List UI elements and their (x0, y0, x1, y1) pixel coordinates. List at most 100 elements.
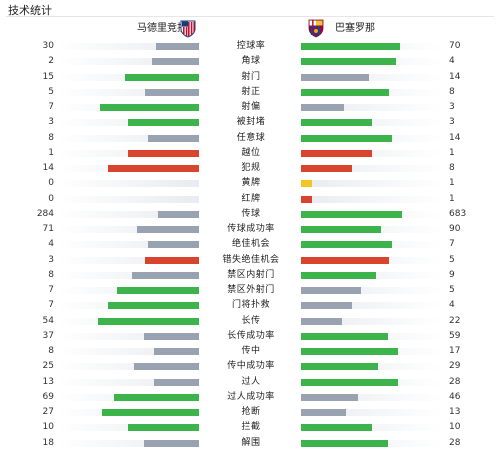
home-stat-bar-track (57, 58, 199, 66)
stat-row: 7 禁区外射门 5 (0, 283, 500, 298)
home-stat-value: 10 (42, 422, 54, 433)
home-stat-bar-track (57, 104, 199, 111)
away-stat-value: 17 (449, 346, 461, 356)
home-stat-bar-track (57, 302, 199, 310)
away-stat-bar-track (301, 409, 443, 416)
home-stat-bar (132, 271, 199, 279)
stat-row: 8 禁区内射门 9 (0, 268, 500, 283)
away-stat-value: 14 (449, 132, 461, 143)
away-stat-bar-track (301, 226, 443, 233)
away-stat-bar-track (301, 241, 443, 249)
away-stat-value: 5 (449, 285, 455, 295)
away-stat-value: 29 (449, 361, 461, 372)
home-stat-value: 14 (42, 163, 54, 173)
fc-barcelona-crest-icon (308, 19, 324, 38)
stat-row: 3 被封堵 3 (0, 115, 500, 130)
home-stat-value: 7 (48, 285, 54, 295)
away-stat-bar-track (301, 256, 443, 264)
home-stat-bar (102, 409, 199, 416)
home-stat-bar-track (57, 332, 199, 340)
away-stat-bar-track (301, 332, 443, 340)
stat-label: 射正 (241, 86, 261, 97)
away-stat-bar (301, 378, 398, 386)
away-stat-bar-track (301, 363, 443, 371)
stat-label: 角球 (241, 56, 261, 67)
home-stat-bar-track (57, 73, 199, 81)
home-stat-bar (134, 363, 199, 371)
away-stat-bar (301, 43, 400, 50)
away-stat-bar-track (301, 378, 443, 386)
away-stat-bar (301, 210, 402, 218)
away-stat-value: 13 (449, 407, 461, 417)
away-stat-value: 1 (449, 178, 455, 189)
home-stat-bar (114, 393, 199, 401)
stat-label: 传球 (241, 208, 261, 219)
home-stat-bar-track (57, 393, 199, 401)
home-stat-bar-track (57, 210, 199, 218)
stat-row: 27 抢断 13 (0, 405, 500, 420)
stat-label: 任意球 (236, 132, 266, 143)
stat-label: 传中成功率 (227, 361, 275, 372)
home-stat-bar (145, 88, 199, 96)
away-stat-bar-track (301, 393, 443, 401)
home-stat-bar-track (57, 409, 199, 416)
home-stat-value: 284 (36, 208, 54, 219)
stat-row: 13 过人 28 (0, 375, 500, 390)
stat-row: 15 射门 14 (0, 70, 500, 85)
stat-row: 0 红牌 1 (0, 192, 500, 207)
home-stat-value: 7 (48, 300, 54, 311)
home-stat-bar-track (57, 119, 199, 127)
away-stat-bar-track (301, 317, 443, 325)
home-stat-bar-track (57, 378, 199, 386)
page-title: 技术统计 (8, 4, 52, 17)
home-stat-value: 30 (42, 41, 54, 51)
away-stat-bar (301, 317, 342, 325)
away-stat-value: 14 (449, 71, 461, 82)
home-stat-bar-track (57, 241, 199, 249)
stat-row: 284 传球 683 (0, 207, 500, 222)
away-stat-value: 1 (449, 193, 455, 204)
stat-row: 4 绝佳机会 7 (0, 237, 500, 252)
away-stat-bar (301, 332, 388, 340)
stat-label: 过人 (241, 376, 261, 387)
away-stat-value: 22 (449, 315, 461, 326)
away-stat-value: 4 (449, 300, 455, 311)
stat-row: 10 拦截 10 (0, 420, 500, 435)
away-stat-bar-track (301, 271, 443, 279)
stat-label: 错失绝佳机会 (222, 254, 280, 265)
away-stat-value: 46 (449, 391, 461, 402)
stat-row: 30 控球率 70 (0, 39, 500, 54)
home-stat-bar-track (57, 88, 199, 96)
away-stat-bar (301, 195, 312, 203)
home-stat-bar-track (57, 195, 199, 203)
away-stat-bar (301, 226, 381, 233)
away-stat-bar (301, 73, 369, 81)
home-stat-bar (108, 165, 199, 172)
away-stat-bar (301, 180, 312, 188)
home-stat-bar (144, 439, 199, 447)
away-stat-bar-track (301, 73, 443, 81)
away-stat-bar-track (301, 439, 443, 447)
divider (6, 16, 494, 17)
home-team-name[interactable]: 马德里竞技 (137, 23, 187, 34)
home-stat-bar-track (57, 43, 199, 50)
stat-label: 拦截 (241, 422, 261, 433)
away-stat-value: 8 (449, 163, 455, 173)
stat-label: 红牌 (241, 193, 261, 204)
home-stat-bar-track (57, 165, 199, 172)
away-team-name[interactable]: 巴塞罗那 (335, 23, 375, 34)
home-stat-value: 25 (42, 361, 54, 372)
away-stat-bar-track (301, 149, 443, 157)
home-stat-value: 8 (48, 346, 54, 356)
home-stat-value: 1 (48, 147, 54, 158)
away-stat-bar (301, 165, 352, 172)
home-stat-bar (128, 119, 199, 127)
home-stat-value: 71 (42, 224, 54, 234)
stat-row: 14 犯规 8 (0, 161, 500, 176)
away-stat-bar-track (301, 58, 443, 66)
away-stat-bar-track (301, 43, 443, 50)
away-stat-value: 90 (449, 224, 461, 234)
home-stat-value: 18 (42, 437, 54, 448)
away-stat-bar (301, 363, 378, 371)
home-stat-value: 37 (42, 330, 54, 341)
